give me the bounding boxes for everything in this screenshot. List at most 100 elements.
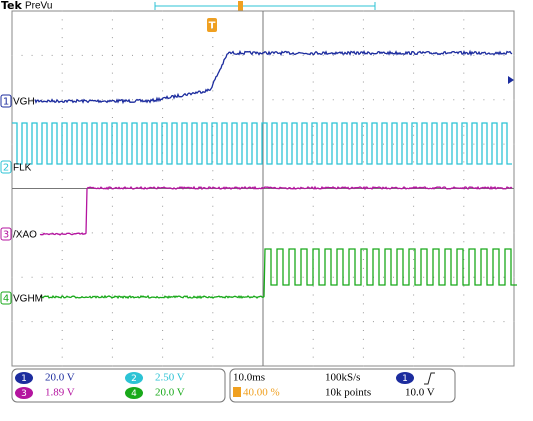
grid-dot <box>162 356 164 358</box>
grid-dot <box>413 10 415 12</box>
grid-dot <box>413 179 415 181</box>
grid-dot <box>212 365 214 367</box>
grid-dot <box>212 125 214 127</box>
grid-dot <box>91 321 93 323</box>
grid-dot <box>413 338 415 340</box>
grid-dot <box>463 63 465 65</box>
grid-dot <box>413 276 415 278</box>
brand: Tek <box>1 0 23 12</box>
grid-dot <box>212 46 214 47</box>
grid-dot <box>292 54 294 56</box>
grid-dot <box>413 356 415 358</box>
grid-dot <box>232 321 234 323</box>
grid-dot <box>202 232 204 234</box>
grid-dot <box>252 232 254 234</box>
record-length: 10k points <box>325 387 371 399</box>
grid-dot <box>312 108 314 110</box>
grid-dot <box>413 46 415 47</box>
grid-dot <box>463 259 465 260</box>
grid-dot <box>513 232 515 234</box>
grid-dot <box>101 276 103 278</box>
grid-dot <box>362 205 364 207</box>
grid-dot <box>352 276 354 278</box>
channel-scale: 1.89 V <box>45 387 75 399</box>
grid-dot <box>322 54 324 56</box>
grid-dot <box>61 365 63 367</box>
grid-dot <box>312 232 314 234</box>
grid-dot <box>212 205 214 207</box>
channel-badge-number: 1 <box>21 374 27 384</box>
grid-dot <box>61 214 63 216</box>
grid-dot <box>372 143 374 145</box>
grid-dot <box>101 99 103 101</box>
grid-dot <box>212 259 214 260</box>
grid-dot <box>372 54 374 56</box>
grid-dot <box>101 232 103 234</box>
grid-dot <box>222 143 224 145</box>
grid-dot <box>362 10 364 12</box>
grid-dot <box>162 303 164 305</box>
grid-dot <box>413 312 415 314</box>
grid-dot <box>41 276 43 278</box>
grid-dot <box>362 143 364 145</box>
grid-dot <box>362 196 364 198</box>
grid-dot <box>463 356 465 358</box>
grid-dot <box>393 232 395 234</box>
trigger-level-marker <box>508 76 514 84</box>
grid-dot <box>111 250 113 252</box>
grid-dot <box>433 232 435 234</box>
grid-dot <box>111 81 113 83</box>
grid-dot <box>131 232 133 234</box>
grid-dot <box>111 312 113 314</box>
grid-dot <box>61 19 63 21</box>
grid-dot <box>312 54 314 56</box>
grid-dot <box>111 72 113 74</box>
grid-dot <box>433 276 435 278</box>
grid-dot <box>162 28 164 30</box>
grid-dot <box>61 312 63 314</box>
grid-dot <box>413 72 415 74</box>
grid-dot <box>31 232 33 234</box>
grid-dot <box>463 214 465 216</box>
grid-dot <box>21 276 23 278</box>
grid-dot <box>61 232 63 234</box>
grid-dot <box>413 347 415 349</box>
grid-dot <box>413 223 415 225</box>
grid-dot <box>352 99 354 101</box>
grid-dot <box>503 54 505 56</box>
grid-dot <box>312 294 314 296</box>
grid-dot <box>192 99 194 101</box>
grid-dot <box>413 294 415 296</box>
grid-dot <box>111 63 113 65</box>
time-scale: 10.0ms <box>233 372 265 384</box>
grid-dot <box>503 232 505 234</box>
grid-dot <box>362 285 364 287</box>
grid-dot <box>403 54 405 56</box>
grid-dot <box>322 232 324 234</box>
grid-dot <box>61 10 63 12</box>
grid-dot <box>513 321 515 323</box>
grid-dot <box>463 232 465 234</box>
grid-dot <box>212 294 214 296</box>
grid-dot <box>463 276 465 278</box>
grid-dot <box>292 99 294 101</box>
channel-scale: 20.0 V <box>45 372 75 384</box>
grid-dot <box>162 19 164 21</box>
grid-dot <box>182 143 184 145</box>
grid-dot <box>61 250 63 252</box>
grid-dot <box>312 330 314 331</box>
grid-dot <box>413 143 415 145</box>
grid-dot <box>302 54 304 56</box>
grid-dot <box>232 232 234 234</box>
grid-dot <box>453 321 455 323</box>
channel-marker <box>0 227 12 241</box>
grid-dot <box>162 205 164 207</box>
grid-dot <box>342 54 344 56</box>
grid-dot <box>312 205 314 207</box>
grid-dot <box>513 99 515 101</box>
grid-dot <box>21 54 23 56</box>
grid-dot <box>433 99 435 101</box>
trigger-source-badge <box>396 372 414 384</box>
grid-dot <box>121 276 123 278</box>
